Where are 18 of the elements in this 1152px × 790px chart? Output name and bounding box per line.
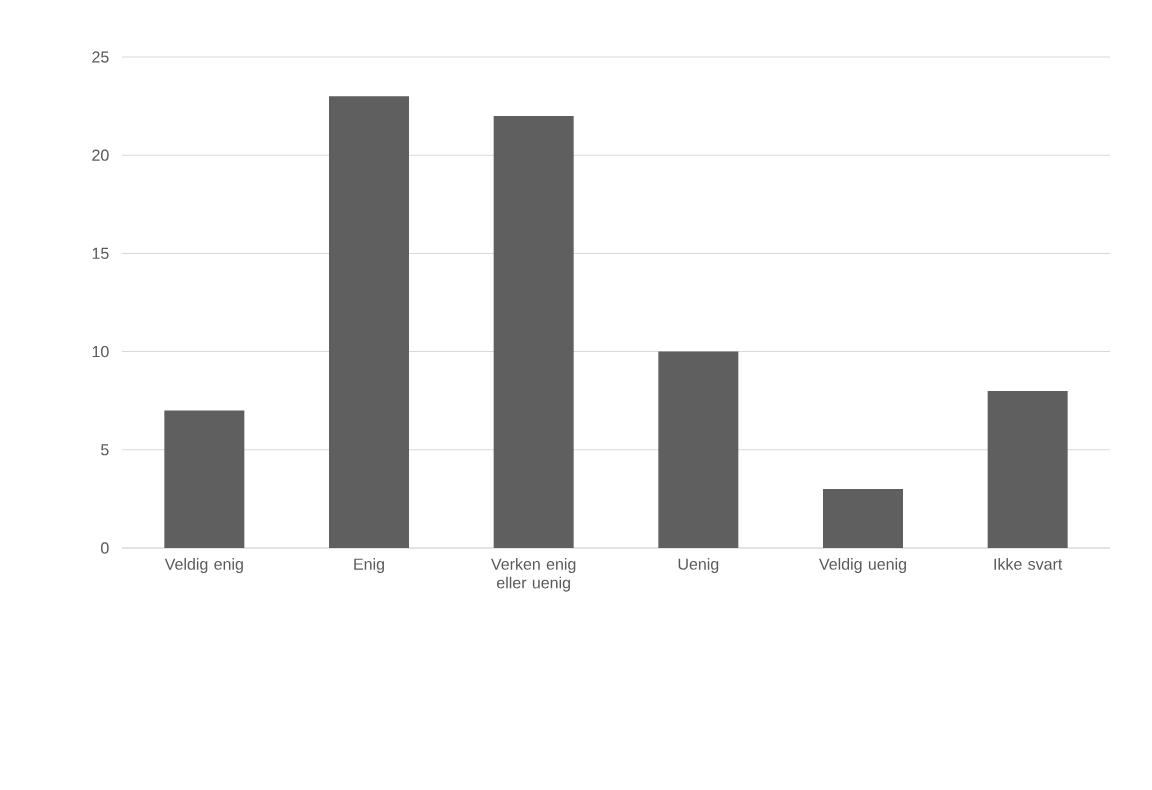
x-tick-label: Uenig: [678, 558, 719, 573]
x-tick-label: Veldig uenig: [819, 558, 906, 573]
y-tick-label: 0: [101, 542, 109, 554]
y-tick-label: 25: [92, 51, 109, 63]
bar: [987, 390, 1068, 548]
y-tick-label: 15: [92, 247, 109, 259]
x-tick-label: Enig: [354, 558, 384, 573]
x-tick-label: Verken enig eller uenig: [491, 558, 576, 592]
bar: [493, 115, 574, 548]
y-tick-label: 20: [92, 149, 109, 161]
x-tick-label: Veldig enig: [164, 558, 243, 573]
x-tick-label: Ikke svart: [994, 558, 1063, 570]
bar: [658, 351, 739, 548]
bar: [164, 410, 245, 548]
bar: [329, 96, 409, 548]
y-tick-label: 10: [92, 345, 109, 358]
y-tick-label: 5: [101, 444, 109, 456]
bar: [823, 489, 903, 548]
